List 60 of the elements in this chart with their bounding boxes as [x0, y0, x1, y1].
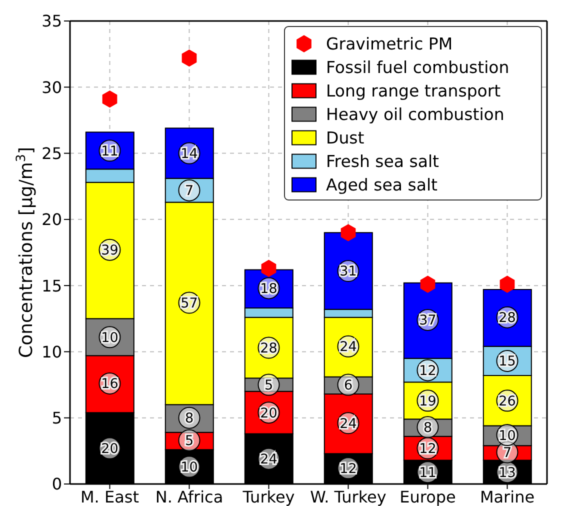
annotation: 5 — [184, 433, 194, 450]
y-tick-label: 20 — [42, 210, 62, 230]
legend-label: Gravimetric PM — [326, 34, 453, 54]
x-tick-label: N. Africa — [155, 487, 224, 506]
annotation: 5 — [264, 378, 274, 394]
annotation: 15 — [498, 354, 516, 370]
annotation: 28 — [260, 340, 278, 356]
annotation: 13 — [498, 464, 516, 481]
annotation: 16 — [101, 376, 118, 392]
annotation: 57 — [180, 295, 198, 312]
annotation: 8 — [423, 420, 432, 436]
annotation: 37 — [419, 312, 436, 329]
x-tick-label: M. East — [80, 487, 139, 506]
legend-label: Long range transport — [326, 82, 502, 101]
annotation: 26 — [498, 393, 516, 410]
annotation: 7 — [502, 444, 512, 461]
annotation: 19 — [419, 393, 436, 410]
annotation: 12 — [419, 441, 436, 458]
y-tick-label: 30 — [42, 78, 62, 97]
legend-label: Aged sea salt — [326, 176, 438, 195]
annotation: 10 — [101, 330, 118, 346]
annotation: 14 — [180, 146, 198, 162]
x-tick-label: Marine — [480, 487, 535, 506]
y-tick-label: 5 — [52, 408, 62, 428]
x-tick-label: Turkey — [242, 487, 295, 506]
point — [182, 50, 197, 67]
annotation: 39 — [101, 242, 118, 259]
annotation: 10 — [180, 460, 198, 476]
annotation: 20 — [101, 441, 118, 458]
point — [261, 260, 276, 277]
point — [340, 224, 356, 242]
annotation: 28 — [498, 310, 516, 326]
annotation: 10 — [498, 428, 516, 444]
annotation: 11 — [419, 464, 436, 481]
point — [500, 276, 515, 293]
annotation: 31 — [340, 264, 357, 280]
annotation: 7 — [184, 183, 194, 200]
point — [420, 276, 436, 293]
annotation: 11 — [101, 143, 118, 160]
annotation: 20 — [260, 405, 278, 422]
legend-label: Dust — [326, 128, 365, 148]
legend-label: Fresh sea salt — [326, 152, 440, 172]
x-tick-label: Europe — [400, 487, 456, 506]
annotation: 6 — [344, 378, 353, 394]
annotation: 12 — [419, 362, 436, 379]
y-tick-label: 0 — [52, 474, 62, 494]
annotation: 24 — [340, 339, 357, 356]
annotation: 24 — [260, 452, 278, 468]
annotation: 12 — [340, 460, 357, 477]
y-tick-label: 25 — [42, 144, 62, 163]
annotation: 18 — [260, 280, 278, 297]
point — [102, 90, 118, 108]
y-tick-label: 35 — [42, 12, 62, 31]
x-tick-label: W. Turkey — [310, 487, 386, 506]
legend-label: Heavy oil combustion — [326, 105, 504, 124]
annotation: 8 — [184, 410, 194, 427]
y-tick-label: 15 — [42, 276, 62, 296]
annotation: 24 — [340, 416, 357, 432]
y-tick-label: 10 — [42, 342, 62, 362]
legend-label: Fossil fuel combustion — [326, 58, 510, 78]
